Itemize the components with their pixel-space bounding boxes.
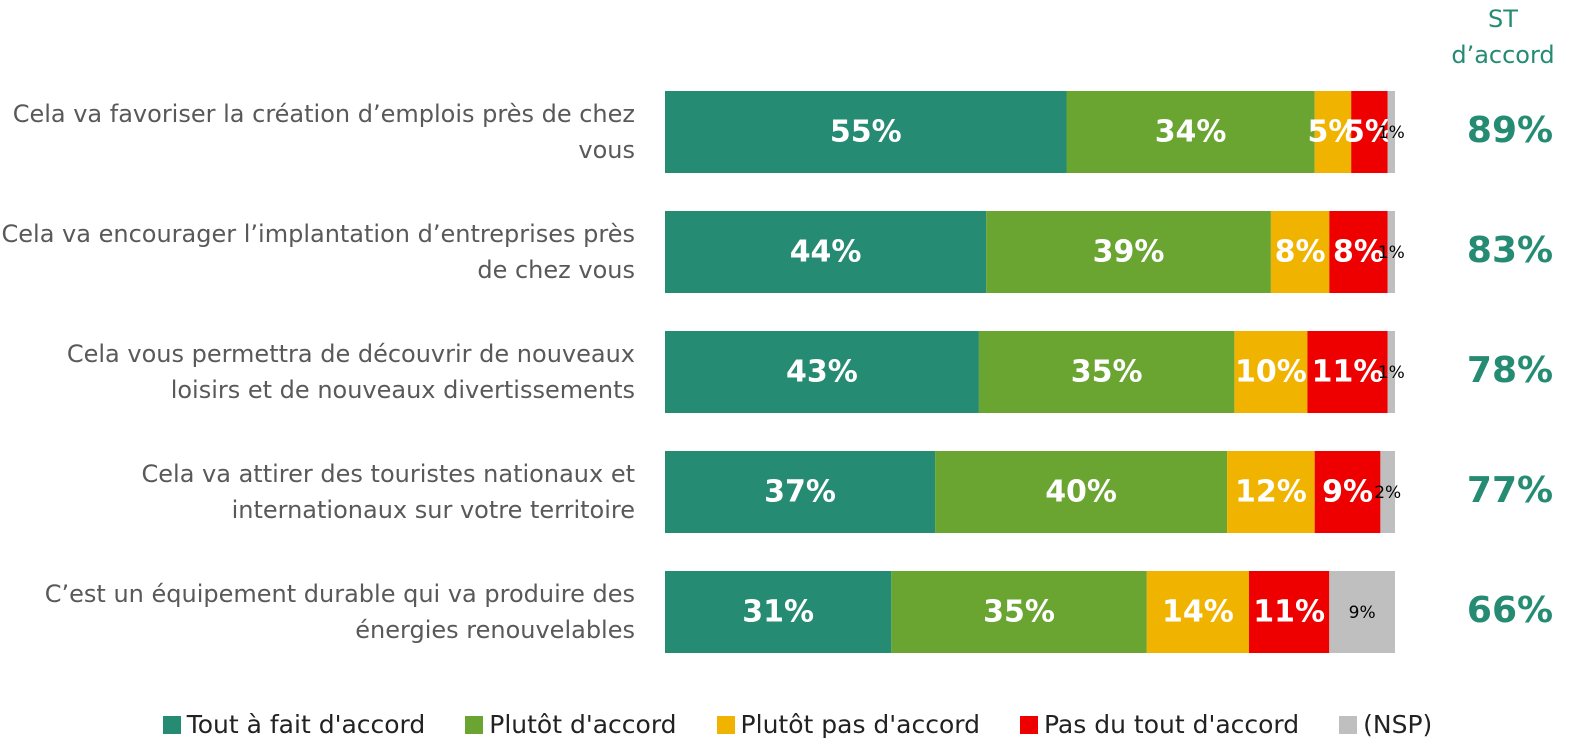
total-label: 78% <box>1467 350 1553 391</box>
value-label: 34% <box>1155 115 1227 150</box>
value-label: 55% <box>830 115 902 150</box>
value-label: 43% <box>786 355 858 390</box>
total-label: 77% <box>1467 470 1553 511</box>
value-label: 1% <box>1378 123 1405 143</box>
legend-item: Pas du tout d'accord <box>1019 710 1300 739</box>
legend-label: Pas du tout d'accord <box>1043 710 1300 739</box>
legend-swatch <box>465 715 484 734</box>
total-label: 89% <box>1467 110 1553 151</box>
category-label: Cela va encourager l’implantation d’entr… <box>1 220 635 284</box>
value-label: 40% <box>1045 475 1117 510</box>
value-label: 8% <box>1333 235 1384 270</box>
bar-segment <box>1066 91 1315 173</box>
totals-title: d’accord <box>1451 41 1554 69</box>
value-label: 12% <box>1235 475 1307 510</box>
bar-segment <box>1270 211 1330 293</box>
value-label: 10% <box>1235 355 1307 390</box>
legend-label: Plutôt pas d'accord <box>740 710 980 739</box>
value-label: 9% <box>1322 475 1373 510</box>
legend-swatch <box>716 715 735 734</box>
bar-segment <box>978 331 1235 413</box>
bar-segment <box>1314 451 1381 533</box>
legend-item: Tout à fait d'accord <box>162 710 426 739</box>
total-label: 66% <box>1467 590 1553 631</box>
bar-segment <box>665 451 936 533</box>
bar-segment <box>665 91 1067 173</box>
category-label: Cela va attirer des touristes nationaux … <box>141 460 635 524</box>
bar-segment <box>1387 331 1395 413</box>
legend-swatch <box>1339 715 1358 734</box>
bar-segment <box>1387 91 1395 173</box>
total-label: 83% <box>1467 230 1553 271</box>
bar-segment <box>1314 91 1352 173</box>
bar-segment <box>665 571 892 653</box>
category-label: Cela vous permettra de découvrir de nouv… <box>66 340 635 404</box>
bar-segment <box>1307 331 1388 413</box>
value-label: 44% <box>790 235 862 270</box>
totals-title: ST <box>1488 5 1518 33</box>
value-label: 8% <box>1275 235 1326 270</box>
bar-segment <box>1249 571 1330 653</box>
bar-segment <box>891 571 1147 653</box>
bar-segment <box>1380 451 1395 533</box>
legend-label: Tout à fait d'accord <box>186 710 426 739</box>
value-label: 35% <box>1071 355 1143 390</box>
legend-swatch <box>162 715 181 734</box>
legend-item: Plutôt d'accord <box>465 710 677 739</box>
legend-item: Plutôt pas d'accord <box>716 710 980 739</box>
value-label: 5% <box>1307 115 1358 150</box>
value-label: 2% <box>1374 483 1401 503</box>
legend-label: Plutôt d'accord <box>489 710 677 739</box>
bar-segment <box>665 211 987 293</box>
value-label: 37% <box>764 475 836 510</box>
category-label: C’est un équipement durable qui va produ… <box>44 580 635 644</box>
value-label: 14% <box>1162 595 1234 630</box>
category-label: Cela va favoriser la création d’emplois … <box>12 100 635 164</box>
value-label: 39% <box>1093 235 1165 270</box>
value-label: 11% <box>1253 595 1325 630</box>
bar-segment <box>1234 331 1308 413</box>
legend-swatch <box>1019 715 1038 734</box>
bar-segment <box>1227 451 1315 533</box>
legend-label: (NSP) <box>1363 710 1433 739</box>
bar-segment <box>1329 211 1388 293</box>
value-label: 1% <box>1378 363 1405 383</box>
bar-segment <box>665 331 979 413</box>
legend-item: (NSP) <box>1339 710 1432 739</box>
value-label: 35% <box>983 595 1055 630</box>
bar-segment <box>1329 571 1395 653</box>
value-label: 31% <box>742 595 814 630</box>
bar-segment <box>1387 211 1395 293</box>
value-label: 11% <box>1312 355 1384 390</box>
bar-segment <box>986 211 1271 293</box>
value-label: 9% <box>1349 603 1376 623</box>
value-label: 5% <box>1344 115 1395 150</box>
bar-segment <box>935 451 1228 533</box>
bar-segment <box>1351 91 1388 173</box>
value-label: 1% <box>1378 243 1405 263</box>
bar-segment <box>1146 571 1249 653</box>
legend: Tout à fait d'accord Plutôt d'accord Plutô… <box>0 710 1595 739</box>
